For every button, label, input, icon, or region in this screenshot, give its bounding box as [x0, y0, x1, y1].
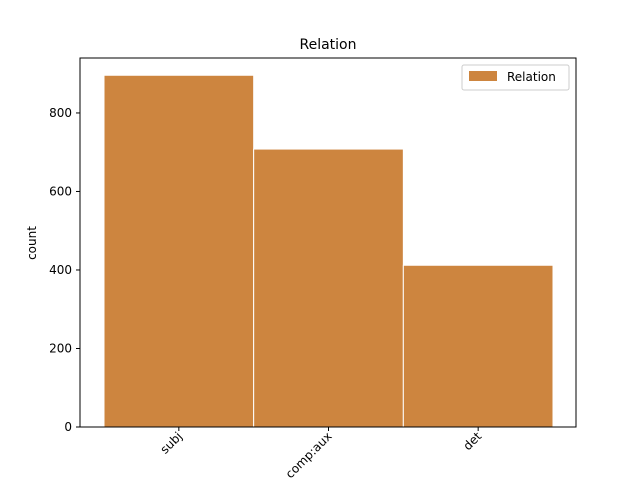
y-tick-label: 400: [49, 263, 72, 277]
x-tick-label: comp:aux: [283, 429, 335, 480]
bar-subj: [103, 74, 255, 428]
y-tick-label: 600: [49, 184, 72, 198]
x-ticks-layer: subj comp:aux det: [158, 427, 484, 480]
x-tick-label: subj: [158, 429, 185, 456]
chart-title: Relation: [300, 37, 357, 53]
y-axis-label: count: [25, 226, 39, 260]
y-tick-label: 800: [49, 106, 72, 120]
legend[interactable]: Relation: [461, 64, 570, 91]
bar-comp-aux: [253, 148, 404, 428]
y-tick-label: 200: [49, 341, 72, 355]
bars-layer: [103, 74, 554, 428]
legend-swatch: [469, 71, 497, 81]
x-tick-label: det: [460, 429, 484, 453]
legend-label: Relation: [507, 70, 556, 84]
plot-frame: [79, 57, 577, 428]
bar-det: [402, 264, 554, 428]
y-tick-label: 0: [64, 420, 72, 434]
y-ticks-layer: 0 200 400 600 800: [49, 106, 80, 434]
